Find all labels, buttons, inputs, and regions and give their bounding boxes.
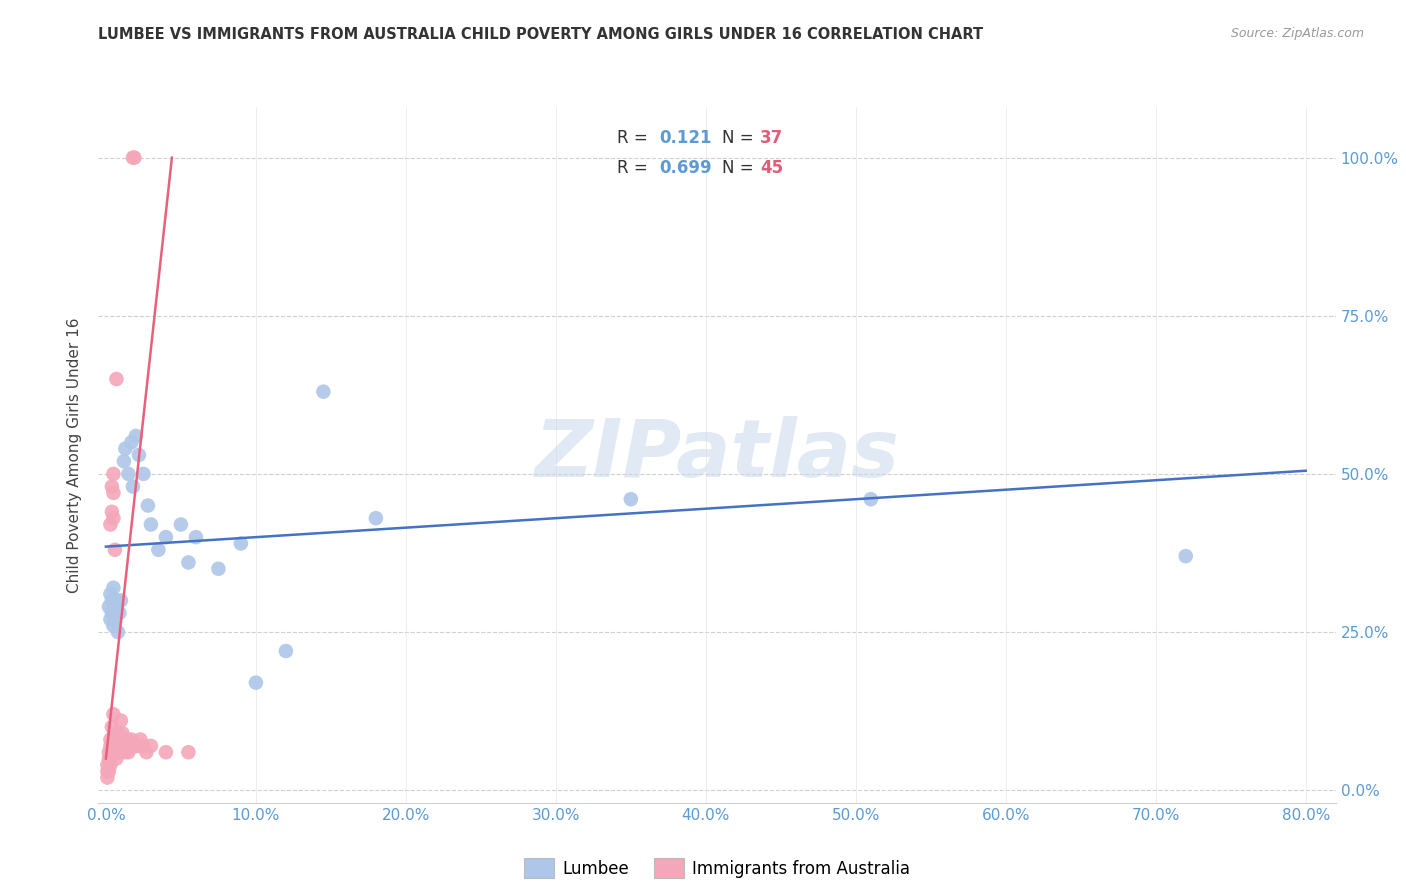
Point [103,511,125,525]
Point [364,511,387,525]
Point [177,745,200,759]
Point [155,530,177,544]
Point [245,675,267,690]
Point [859,492,882,507]
Text: R =: R = [617,159,647,177]
Point [101,593,124,607]
Point [111,726,134,740]
Point [118,739,141,753]
Point [170,517,193,532]
Point [101,479,124,493]
Point [103,467,125,481]
Point [112,739,135,753]
Point [129,732,152,747]
Point [177,556,200,570]
Point [105,739,128,753]
Point [103,707,125,722]
Text: N =: N = [723,159,754,177]
Point [124,151,146,165]
Point [100,612,122,626]
Point [117,467,139,481]
Point [114,745,136,759]
Point [132,739,155,753]
Point [107,726,129,740]
Point [184,530,207,544]
Point [103,618,125,632]
Point [96,757,118,772]
Point [1174,549,1197,563]
Point [112,454,135,468]
Point [135,745,157,759]
Point [312,384,335,399]
Point [120,732,142,747]
Legend: Lumbee, Immigrants from Australia: Lumbee, Immigrants from Australia [517,851,917,885]
Point [96,771,118,785]
Point [136,499,159,513]
Point [107,625,129,640]
Text: 37: 37 [761,129,783,147]
Point [139,739,162,753]
Point [97,751,120,765]
Point [125,429,148,443]
Text: 45: 45 [761,159,783,177]
Point [104,599,127,614]
Point [114,442,136,456]
Point [110,593,132,607]
Point [105,751,128,765]
Point [104,542,127,557]
Point [100,757,122,772]
Point [104,612,127,626]
Text: ZIPatlas: ZIPatlas [534,416,900,494]
Point [100,517,122,532]
Point [115,732,138,747]
Point [110,732,132,747]
Point [229,536,252,550]
Point [104,732,127,747]
Point [97,745,120,759]
Y-axis label: Child Poverty Among Girls Under 16: Child Poverty Among Girls Under 16 [67,318,83,592]
Text: 0.699: 0.699 [659,159,711,177]
Point [207,562,229,576]
Point [125,739,148,753]
Point [122,151,145,165]
Text: N =: N = [723,129,754,147]
Point [128,739,150,753]
Point [117,745,139,759]
Point [108,606,131,620]
Point [139,517,162,532]
Point [105,593,128,607]
Point [620,492,643,507]
Point [100,732,122,747]
Point [105,372,128,386]
Point [108,739,131,753]
Point [110,714,132,728]
Point [155,745,177,759]
Point [100,739,122,753]
Point [148,542,170,557]
Point [101,745,124,759]
Text: LUMBEE VS IMMIGRANTS FROM AUSTRALIA CHILD POVERTY AMONG GIRLS UNDER 16 CORRELATI: LUMBEE VS IMMIGRANTS FROM AUSTRALIA CHIL… [98,27,984,42]
Point [101,720,124,734]
Point [107,745,129,759]
Point [97,764,120,779]
Point [96,764,118,779]
Text: Source: ZipAtlas.com: Source: ZipAtlas.com [1230,27,1364,40]
Point [132,467,155,481]
Point [103,581,125,595]
Point [101,505,124,519]
Point [101,606,124,620]
Point [128,448,150,462]
Point [97,599,120,614]
Point [103,486,125,500]
Point [122,479,145,493]
Point [120,435,142,450]
Point [100,587,122,601]
Point [274,644,297,658]
Text: 0.121: 0.121 [659,129,711,147]
Text: R =: R = [617,129,647,147]
